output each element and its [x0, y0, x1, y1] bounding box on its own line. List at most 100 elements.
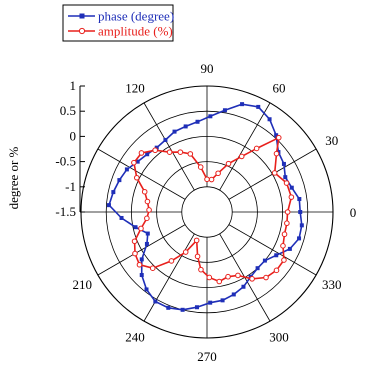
angle-tick-label: 30 [325, 133, 338, 148]
radial-tick-label: 0.5 [60, 103, 76, 118]
data-point [273, 267, 280, 274]
data-point [144, 215, 150, 222]
polar-grid [80, 85, 334, 339]
angle-tick-label: 0 [350, 205, 357, 220]
data-point [136, 261, 143, 268]
data-point [180, 307, 185, 312]
data-point [208, 300, 213, 305]
radial-tick-label: -1.5 [55, 204, 76, 219]
data-point [271, 170, 278, 176]
data-point [144, 241, 149, 246]
data-point [206, 274, 213, 281]
data-point [235, 272, 241, 279]
legend: phase (degree)amplitude (%) [62, 4, 174, 42]
data-point [197, 164, 204, 170]
data-point [163, 137, 168, 142]
angle-tick-label: 120 [125, 80, 145, 95]
data-point [240, 102, 245, 107]
data-point [225, 273, 231, 280]
data-point [283, 175, 288, 180]
radial-tick-label: -0.5 [55, 154, 76, 169]
data-point [135, 159, 140, 164]
data-point [274, 253, 279, 258]
data-point [154, 145, 159, 150]
angle-tick-label: 60 [273, 80, 286, 95]
data-point [138, 150, 145, 156]
data-point [145, 152, 150, 157]
angle-tick-label: 210 [73, 277, 93, 292]
data-point [216, 278, 223, 285]
data-point [220, 298, 225, 303]
data-point [281, 231, 288, 238]
data-point [222, 108, 227, 113]
data-point [133, 225, 138, 230]
data-point [131, 238, 138, 245]
data-point [145, 231, 150, 236]
data-point [139, 257, 144, 262]
data-point [193, 237, 200, 244]
data-point [124, 167, 129, 172]
data-point [225, 160, 232, 167]
data-point [208, 176, 215, 183]
data-point [283, 180, 290, 186]
angle-tick-label: 300 [269, 330, 289, 345]
legend-label: amplitude (%) [98, 24, 173, 39]
series-phase [106, 102, 304, 312]
grid-spoke [228, 224, 317, 276]
legend-box [62, 4, 174, 42]
data-point [249, 276, 255, 282]
angle-tick-label: 330 [322, 277, 342, 292]
data-point [287, 246, 292, 251]
data-point [253, 145, 260, 152]
series-amplitude [131, 134, 295, 285]
data-point [182, 249, 189, 255]
radial-tick-label: 0 [70, 128, 77, 143]
data-point [255, 266, 260, 271]
data-point [117, 178, 122, 183]
data-point [273, 150, 280, 157]
data-point [238, 153, 245, 160]
data-point [139, 273, 144, 278]
data-point [138, 225, 144, 232]
data-point [144, 287, 149, 292]
data-point [149, 265, 156, 271]
data-point [297, 236, 302, 241]
angle-tick-label: 240 [125, 330, 145, 345]
legend-marker [79, 13, 85, 19]
data-point [187, 151, 194, 157]
data-point [284, 209, 291, 215]
data-point [133, 174, 140, 181]
y-axis-label: degree or % [6, 146, 21, 209]
data-point [194, 253, 201, 260]
data-point [297, 197, 302, 202]
legend-label: phase (degree) [98, 9, 174, 24]
data-point [195, 119, 200, 124]
grid-circle [181, 186, 233, 238]
data-point [132, 250, 138, 257]
angle-tick-label: 90 [201, 61, 214, 76]
data-point [256, 104, 261, 109]
data-point [172, 129, 177, 134]
data-point [267, 117, 272, 122]
data-point [141, 188, 148, 195]
data-point [288, 194, 295, 200]
grid-spoke [97, 148, 186, 200]
data-point [298, 210, 303, 214]
data-point [194, 305, 199, 310]
grid-spoke [143, 233, 195, 322]
data-point [262, 258, 267, 263]
data-point [215, 170, 221, 177]
data-point [111, 190, 116, 195]
data-point [299, 223, 304, 228]
data-point [281, 161, 286, 166]
data-point [275, 134, 282, 141]
series-line [108, 103, 303, 311]
data-point [281, 257, 287, 263]
grid-spoke [97, 224, 186, 276]
radial-tick-label: 1 [70, 78, 77, 93]
angle-tick-label: 270 [197, 349, 217, 364]
data-point [146, 207, 152, 213]
data-point [166, 305, 171, 310]
radial-tick-label: -1 [65, 179, 76, 194]
